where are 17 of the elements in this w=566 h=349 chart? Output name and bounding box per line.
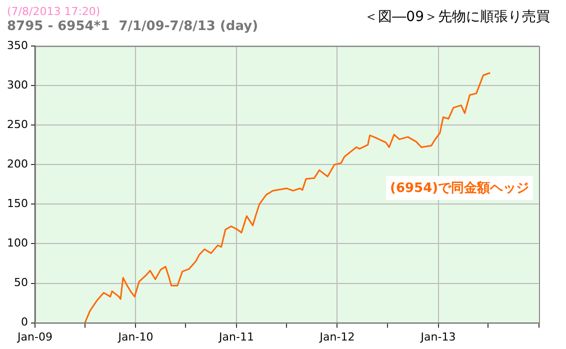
x-tick-label: Jan-09 [16, 330, 52, 344]
y-tick-label: 50 [14, 276, 28, 290]
y-tick-label: 250 [6, 118, 28, 131]
chart-title: ＜図―09＞先物に順張り売買 [364, 8, 550, 26]
y-tick-label: 100 [6, 236, 28, 250]
y-tick-label: 200 [6, 157, 28, 170]
x-tick-label: Jan-11 [218, 330, 254, 344]
text: (7/8/2013 17:20) [7, 5, 100, 18]
chart-subtitle: 8795 - 6954*1 7/1/09-7/8/13 (day) [7, 19, 258, 34]
x-tick-label: Jan-12 [318, 330, 355, 344]
x-tick-label: Jan-10 [117, 330, 154, 344]
y-tick-label: 300 [6, 78, 28, 92]
annotation: (6954)で同金額ヘッジ [386, 176, 534, 200]
y-tick-label: 0 [20, 316, 28, 329]
y-tick-label: 350 [6, 38, 28, 52]
y-tick-label: 150 [6, 197, 28, 210]
x-tick-label: Jan-13 [420, 330, 456, 344]
